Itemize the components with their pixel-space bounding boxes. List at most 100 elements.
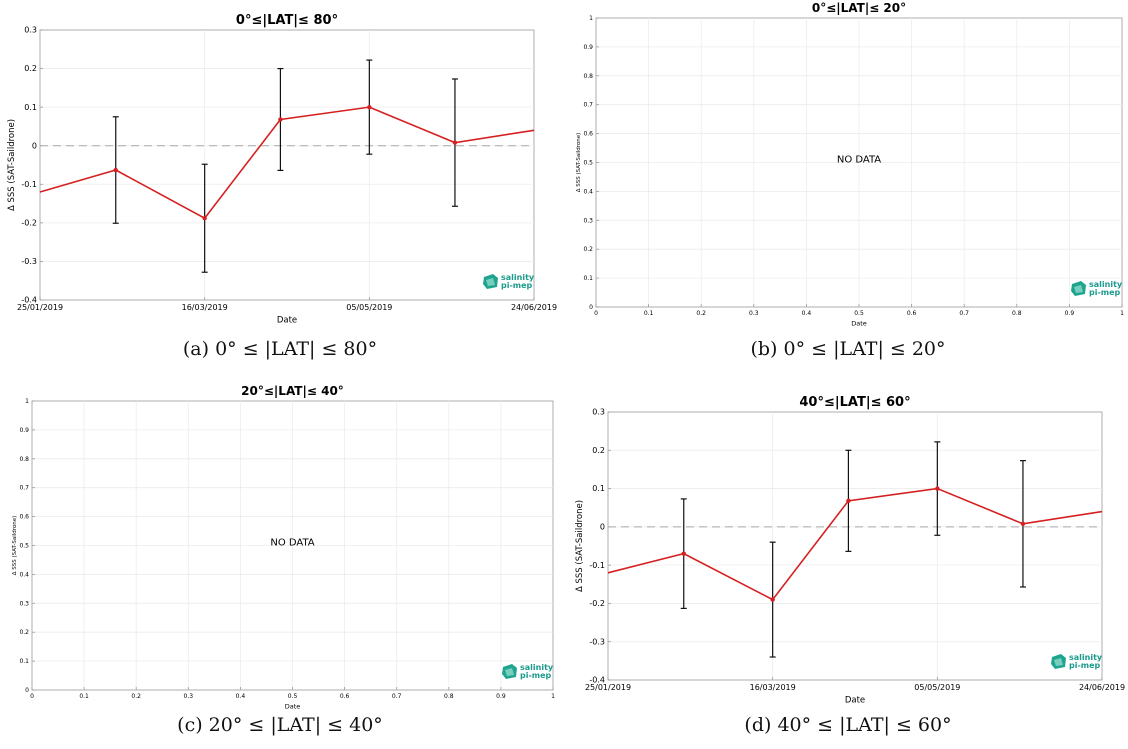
y-tick-label: -0.4 [589,676,605,685]
series-line [607,487,1103,601]
x-tick-label: 16/03/2019 [750,683,796,692]
data-point [113,167,118,173]
y-tick-label: 0.7 [19,485,29,492]
data-point [367,104,372,110]
y-tick-label: 0 [589,304,593,311]
x-tick-label: 25/01/2019 [17,303,63,312]
y-tick-label: 1 [589,15,593,22]
x-tick-label: 0 [594,310,598,317]
y-tick-label: 0.2 [24,64,37,73]
logo-word-2: pi-mep [1089,288,1121,297]
logo-word-2: pi-mep [501,281,533,290]
x-tick-label: 1 [1120,310,1124,317]
data-point [770,597,775,602]
y-tick-label: -0.3 [21,257,37,266]
x-tick-label: 0.8 [444,693,454,700]
x-tick-label: 25/01/2019 [585,683,631,692]
y-tick-label: -0.1 [589,561,605,570]
chart-title: 20°≤|LAT|≤ 40° [241,384,344,398]
no-data-label: NO DATA [837,155,881,166]
y-tick-label: 0.6 [19,514,29,521]
plot-frame [39,29,535,301]
x-tick-label: 0.6 [340,693,350,700]
x-axis-label: Date [845,696,865,706]
x-tick-label: 0.4 [802,310,812,317]
data-point [681,551,686,556]
data-point [202,216,207,221]
y-axis-label: Δ SSS (SAT-Saildrone) [7,119,17,211]
x-tick-label: 0.5 [854,310,864,317]
chart-b: 0°≤|LAT|≤ 20° 0 0.1 0.2 0.3 0.4 0.5 0.6 0.7 0.8 0.… [576,1,1124,328]
y-tick-label: 0.5 [583,160,593,167]
x-tick-label: 05/05/2019 [346,303,392,312]
x-axis-label: Date [851,320,867,328]
logo-mark-highlight [505,668,514,676]
data-point [1020,521,1026,526]
plot-frame [607,411,1103,681]
x-tick-label: 0.5 [288,693,298,700]
x-tick-label: 0.9 [1065,310,1075,317]
caption-b: (b) 0° ≤ |LAT| ≤ 20° [750,338,946,360]
y-tick-label: -0.4 [21,296,37,305]
chart-title: 0°≤|LAT|≤ 20° [812,1,906,15]
panel-b: 0°≤|LAT|≤ 20° 0 0.1 0.2 0.3 0.4 0.5 0.6 0.7 0.8 0.… [568,0,1128,375]
chart-d: 40°≤|LAT|≤ 60° -0.4 -0.3 -0.2 -0.1 0 0.1 0.2 0.3… [575,395,1125,706]
x-tick-label: 0 [30,693,34,700]
y-tick-label: 0.9 [583,44,593,51]
x-tick-label: 1 [551,693,555,700]
logo-word-2: pi-mep [520,671,552,680]
x-tick-label: 0.7 [392,693,402,700]
y-axis-label: Δ SSS (SAT-Saildrone) [576,133,582,193]
y-tick-label: 0.1 [24,103,37,112]
y-tick-label: 0 [25,687,29,694]
y-tick-label: 0.6 [583,131,593,138]
x-axis-label: Date [277,316,297,326]
logo-mark-highlight [486,278,495,286]
x-tick-label: 0.8 [1012,310,1022,317]
y-tick-label: -0.3 [589,637,605,646]
y-tick-label: 0.9 [19,427,29,434]
y-tick-label: 0.1 [592,484,605,493]
y-tick-label: 0.3 [24,26,37,35]
y-tick-label: -0.2 [21,219,37,228]
data-point [935,486,940,491]
y-tick-label: 0.5 [19,543,29,550]
y-tick-label: 0 [32,141,37,150]
x-tick-label: 0.3 [749,310,759,317]
logo-word-1: salinity [1069,653,1103,662]
logo-word-1: salinity [520,663,554,672]
y-tick-label: 0.2 [19,629,29,636]
x-tick-label: 0.6 [907,310,917,317]
x-tick-label: 24/06/2019 [1079,683,1125,692]
data-point [278,117,283,122]
logo-mark-highlight [1054,658,1063,666]
x-tick-label: 0.2 [696,310,706,317]
logo-mark-highlight [1074,285,1083,293]
chart-title: 0°≤|LAT|≤ 80° [236,13,338,28]
x-tick-label: 16/03/2019 [182,303,228,312]
x-tick-label: 0.4 [236,693,246,700]
chart-c: 20°≤|LAT|≤ 40° 0 0.1 0.2 0.3 0.4 0.5 0.6 0.7 0.8 0… [12,384,555,711]
logo-word-1: salinity [501,273,535,282]
caption-c: (c) 20° ≤ |LAT| ≤ 40° [177,714,383,736]
logo-word-1: salinity [1089,280,1123,289]
chart-title: 40°≤|LAT|≤ 60° [799,395,910,410]
y-tick-label: 0.2 [583,246,593,253]
panel-d: 40°≤|LAT|≤ 60° -0.4 -0.3 -0.2 -0.1 0 0.1 0.2 0.3… [568,380,1128,749]
y-tick-label: -0.2 [589,599,605,608]
y-axis-label: Δ SSS (SAT-Saildrone) [12,516,18,576]
caption-a: (a) 0° ≤ |LAT| ≤ 80° [182,338,378,360]
no-data-label: NO DATA [270,538,314,549]
x-tick-label: 0.7 [959,310,969,317]
x-axis-label: Date [285,703,301,711]
y-tick-label: 0.7 [583,102,593,109]
chart-a: 0°≤|LAT|≤ 80° -0.4 -0.3 -0.2 -0.1 0 0.1 0.2 0.3 2… [7,13,557,326]
x-tick-label: 0.1 [644,310,654,317]
y-tick-label: 1 [25,398,29,405]
y-tick-label: 0 [600,523,605,532]
x-tick-label: 05/05/2019 [914,683,960,692]
